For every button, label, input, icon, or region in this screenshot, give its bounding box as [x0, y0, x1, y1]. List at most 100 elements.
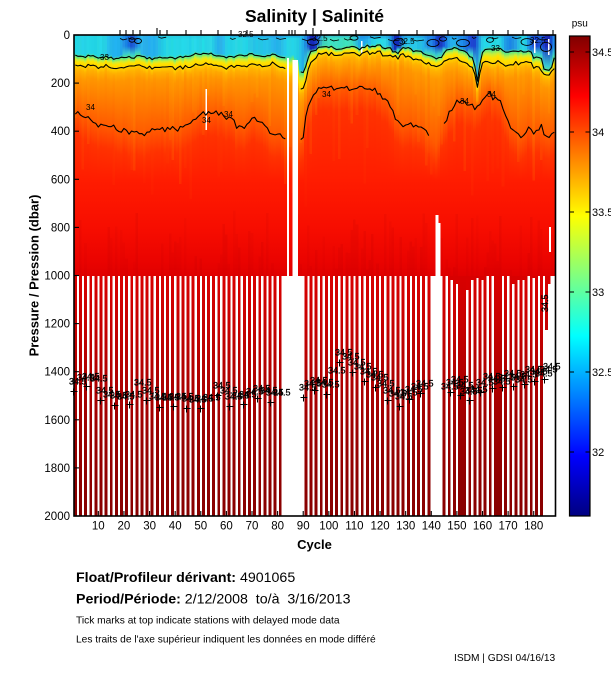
svg-text:34.5: 34.5	[405, 385, 423, 395]
svg-text:34.5: 34.5	[77, 373, 95, 383]
svg-text:34.5: 34.5	[446, 378, 464, 388]
svg-text:34.5: 34.5	[535, 369, 553, 379]
svg-text:34.5: 34.5	[592, 47, 611, 59]
svg-text:34.5: 34.5	[470, 385, 488, 395]
svg-text:70: 70	[246, 521, 259, 533]
svg-text:400: 400	[51, 126, 70, 138]
svg-text:34.5: 34.5	[416, 379, 434, 389]
svg-text:34.5: 34.5	[117, 392, 135, 402]
svg-text:34.5: 34.5	[465, 386, 483, 396]
svg-text:0: 0	[64, 30, 70, 42]
svg-text:34.5: 34.5	[460, 387, 478, 397]
svg-text:Float/Profileur dérivant: 4901: Float/Profileur dérivant: 4901065	[76, 570, 295, 586]
svg-text:180: 180	[524, 521, 543, 533]
svg-text:psu: psu	[572, 19, 588, 30]
svg-text:Cycle: Cycle	[297, 537, 332, 552]
svg-text:34.5: 34.5	[540, 294, 550, 312]
svg-text:90: 90	[297, 521, 310, 533]
svg-text:34: 34	[224, 110, 233, 119]
svg-text:34.5: 34.5	[232, 391, 250, 401]
svg-text:34.5: 34.5	[225, 392, 243, 402]
svg-text:34.5: 34.5	[220, 386, 238, 396]
svg-text:34.5: 34.5	[299, 383, 317, 393]
svg-text:34.5: 34.5	[169, 392, 187, 402]
svg-text:34.5: 34.5	[253, 384, 271, 394]
svg-text:32.5: 32.5	[312, 34, 328, 43]
svg-text:34.5: 34.5	[371, 373, 389, 383]
svg-text:34.5: 34.5	[149, 392, 167, 402]
svg-text:34.5: 34.5	[260, 386, 278, 396]
svg-text:80: 80	[271, 521, 284, 533]
svg-text:34.5: 34.5	[366, 370, 384, 380]
svg-text:34.5: 34.5	[196, 394, 214, 404]
svg-text:34.5: 34.5	[69, 377, 87, 387]
svg-text:1200: 1200	[44, 319, 70, 331]
svg-text:32: 32	[592, 447, 604, 459]
svg-text:40: 40	[169, 521, 182, 533]
svg-text:150: 150	[447, 521, 466, 533]
svg-text:34.5: 34.5	[162, 393, 180, 403]
svg-text:34.5: 34.5	[504, 369, 522, 379]
svg-text:34.5: 34.5	[310, 376, 328, 386]
svg-text:33: 33	[100, 53, 109, 62]
svg-text:34: 34	[86, 103, 95, 112]
svg-text:34.5: 34.5	[400, 388, 418, 398]
svg-text:34.5: 34.5	[134, 378, 152, 388]
svg-text:34: 34	[460, 97, 469, 106]
svg-text:34.5: 34.5	[335, 348, 353, 358]
svg-text:Period/Période: 2/12/2008 to/: Period/Période: 2/12/2008 to/à 3/16/2013	[76, 592, 351, 608]
svg-text:34.5: 34.5	[520, 370, 538, 380]
svg-text:1400: 1400	[44, 367, 70, 379]
svg-text:34.5: 34.5	[389, 389, 407, 399]
svg-text:34: 34	[487, 90, 496, 99]
svg-text:34.5: 34.5	[488, 374, 506, 384]
svg-text:160: 160	[473, 521, 492, 533]
svg-text:34.5: 34.5	[82, 372, 100, 382]
svg-text:34.5: 34.5	[322, 380, 340, 390]
svg-text:34.5: 34.5	[239, 390, 257, 400]
svg-text:34.5: 34.5	[509, 372, 527, 382]
svg-text:34.5: 34.5	[383, 386, 401, 396]
svg-text:10: 10	[92, 521, 105, 533]
svg-text:34.5: 34.5	[246, 387, 264, 397]
svg-text:33: 33	[592, 287, 604, 299]
svg-text:34.5: 34.5	[176, 392, 194, 402]
svg-text:60: 60	[220, 521, 233, 533]
svg-text:34.5: 34.5	[476, 378, 494, 388]
svg-text:1800: 1800	[44, 463, 70, 475]
svg-text:Les traits de l'axe supérieur: Les traits de l'axe supérieur indiquent …	[76, 635, 376, 646]
svg-text:Salinity | Salinité: Salinity | Salinité	[245, 6, 384, 26]
svg-text:34.5: 34.5	[451, 375, 469, 385]
svg-text:34.5: 34.5	[189, 395, 207, 405]
svg-text:34.5: 34.5	[395, 392, 413, 402]
svg-text:Pressure / Pression (dbar): Pressure / Pression (dbar)	[27, 195, 42, 357]
svg-text:34.5: 34.5	[483, 372, 501, 382]
svg-text:ISDM | GDSI 04/16/13: ISDM | GDSI 04/16/13	[454, 653, 556, 664]
svg-text:33.5: 33.5	[592, 207, 611, 219]
svg-text:34.5: 34.5	[498, 373, 516, 383]
svg-text:34.5: 34.5	[328, 366, 346, 376]
svg-text:1600: 1600	[44, 415, 70, 427]
svg-text:34.5: 34.5	[411, 382, 429, 392]
svg-text:34.5: 34.5	[155, 393, 173, 403]
svg-text:32.5: 32.5	[592, 367, 611, 379]
svg-text:800: 800	[51, 222, 70, 234]
svg-text:140: 140	[422, 521, 441, 533]
svg-text:34.5: 34.5	[103, 390, 121, 400]
svg-text:33: 33	[491, 44, 500, 53]
svg-text:200: 200	[51, 78, 70, 90]
svg-text:34.5: 34.5	[348, 358, 366, 368]
svg-text:32.5: 32.5	[530, 36, 546, 45]
svg-text:34.5: 34.5	[354, 362, 372, 372]
svg-text:170: 170	[499, 521, 518, 533]
svg-text:1000: 1000	[44, 271, 70, 283]
svg-text:120: 120	[371, 521, 390, 533]
svg-text:50: 50	[194, 521, 207, 533]
svg-text:34.5: 34.5	[213, 381, 231, 391]
svg-text:34.5: 34.5	[316, 378, 334, 388]
svg-text:34: 34	[592, 127, 604, 139]
svg-text:34.5: 34.5	[266, 388, 284, 398]
svg-text:34.5: 34.5	[182, 394, 200, 404]
svg-text:34: 34	[202, 116, 211, 125]
svg-text:34.5: 34.5	[304, 379, 322, 389]
